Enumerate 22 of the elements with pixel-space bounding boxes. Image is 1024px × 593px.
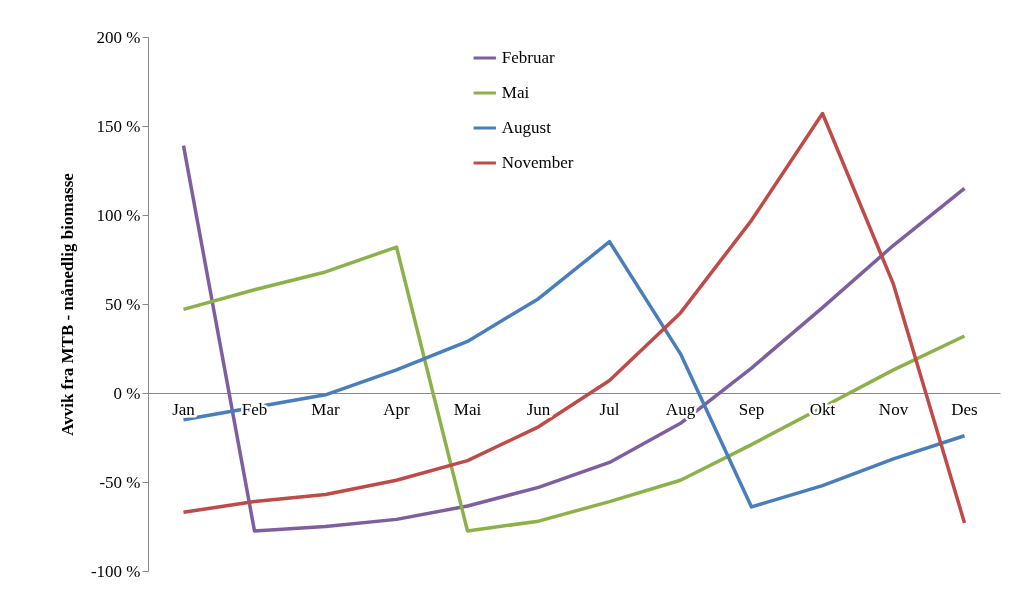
y-tick-label: 0 % xyxy=(113,383,141,403)
x-tick-label: Aug xyxy=(665,400,696,419)
x-tick-label: Des xyxy=(951,400,978,419)
x-tick-label: Jun xyxy=(526,400,551,419)
x-tick-label: Nov xyxy=(878,400,909,419)
x-tick-label: Sep xyxy=(738,400,765,419)
x-tick-label: Jul xyxy=(599,400,620,419)
legend-label: August xyxy=(501,118,552,137)
x-tick-label: Mai xyxy=(453,400,482,419)
legend-label: Februar xyxy=(501,48,555,67)
y-tick-label: -100 % xyxy=(90,561,141,581)
y-tick-label: -50 % xyxy=(99,472,141,492)
legend-label: Mai xyxy=(501,83,530,102)
x-tick-label: Apr xyxy=(383,400,411,419)
legend-label: November xyxy=(501,153,574,172)
y-axis-title: Avvik fra MTB - månedlig biomasse xyxy=(57,172,77,436)
y-tick-label: 100 % xyxy=(96,205,141,225)
x-tick-label: Mar xyxy=(311,400,340,419)
y-tick-label: 150 % xyxy=(96,116,141,136)
y-tick-label: 50 % xyxy=(105,294,141,314)
y-tick-label: 200 % xyxy=(96,27,141,47)
x-tick-label: Jan xyxy=(172,400,196,419)
